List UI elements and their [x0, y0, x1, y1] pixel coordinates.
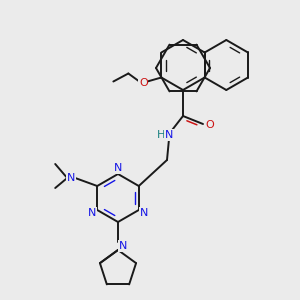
Text: O: O	[206, 120, 214, 130]
Text: N: N	[88, 208, 96, 218]
Text: N: N	[140, 208, 148, 218]
Text: N: N	[114, 163, 122, 173]
Text: O: O	[139, 77, 148, 88]
Text: N: N	[67, 173, 75, 183]
Text: N: N	[119, 241, 127, 251]
Text: N: N	[165, 130, 173, 140]
Text: H: H	[157, 130, 165, 140]
